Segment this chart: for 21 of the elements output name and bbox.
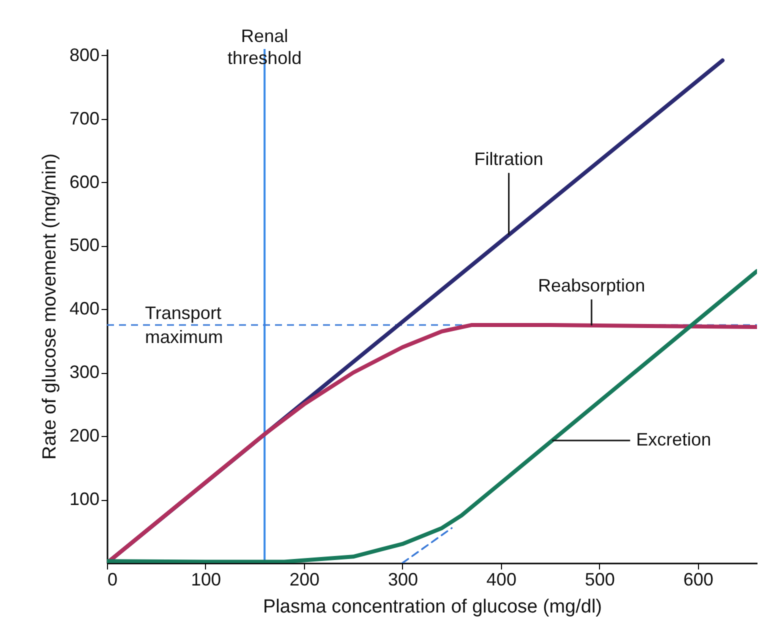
x-axis-title: Plasma concentration of glucose (mg/dl)	[263, 596, 602, 618]
y-tick-label: 500	[69, 235, 100, 256]
x-tick-label: 0	[108, 570, 118, 590]
y-tick-label: 600	[69, 172, 100, 192]
x-tick-label: 200	[289, 570, 320, 590]
x-tick-label: 600	[683, 570, 714, 590]
y-axis-title: Rate of glucose movement (mg/min)	[39, 153, 60, 460]
text: Excretion	[636, 429, 712, 450]
x-tick-label: 400	[486, 570, 516, 590]
y-tick-label: 400	[69, 298, 100, 319]
x-tick-label: 100	[190, 570, 222, 590]
y-tick-label: 700	[69, 108, 100, 128]
x-tick-label: 300	[388, 570, 418, 590]
y-tick-label: 800	[69, 44, 100, 65]
y-tick-label: 100	[69, 489, 100, 510]
ref-line-label: Transport maximum	[145, 303, 224, 348]
series-label: Filtration	[474, 148, 544, 169]
y-tick-label: 200	[69, 426, 100, 446]
y-tick-label: 300	[69, 362, 100, 382]
series-label: Reabsorption	[538, 275, 646, 296]
x-tick-label: 500	[584, 570, 615, 590]
